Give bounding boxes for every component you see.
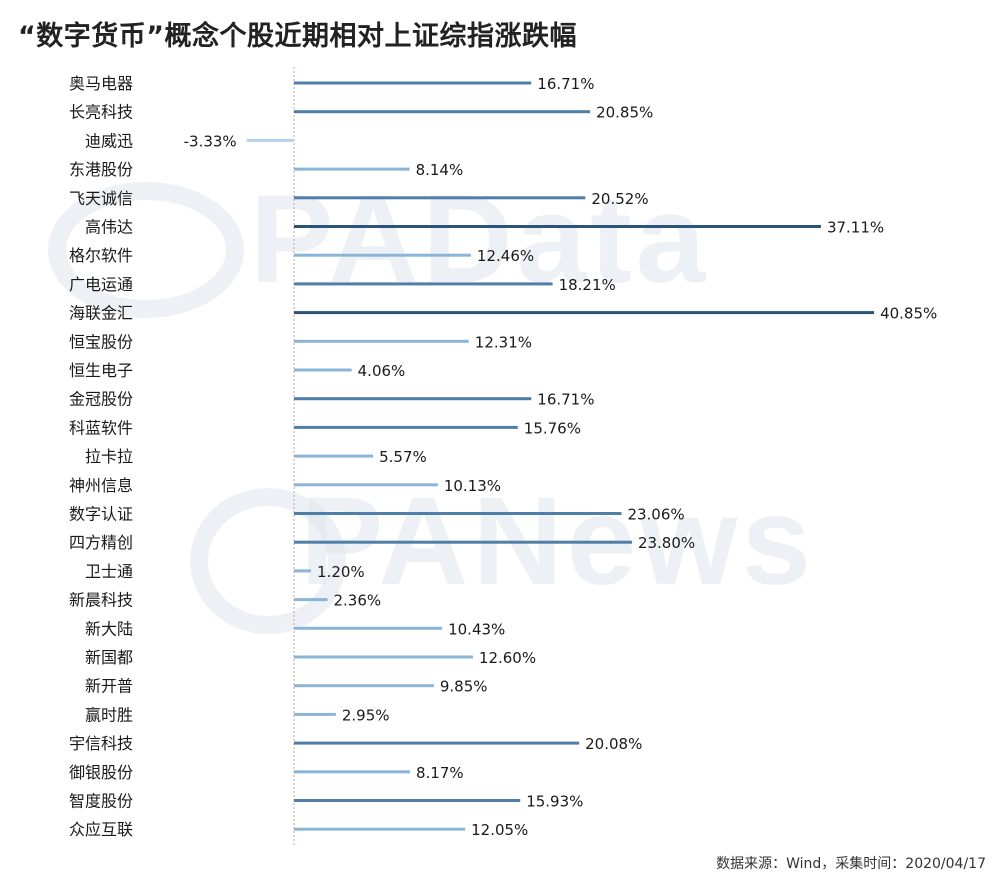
category-label: 恒宝股份 <box>69 332 133 351</box>
value-label: 10.13% <box>444 477 501 495</box>
bar-21 <box>294 684 434 688</box>
category-label: 新国都 <box>85 648 133 667</box>
category-label: 飞天诚信 <box>69 189 133 208</box>
bar-7 <box>294 282 553 286</box>
category-label: 新开普 <box>85 677 133 696</box>
bar-26 <box>294 827 466 831</box>
value-label: 40.85% <box>880 305 937 323</box>
category-label: 东港股份 <box>69 160 133 179</box>
bar-9 <box>294 339 469 343</box>
category-label: 长亮科技 <box>69 103 133 122</box>
category-label: 智度股份 <box>69 792 133 811</box>
category-label: 宇信科技 <box>69 734 133 753</box>
value-label: 18.21% <box>559 276 616 294</box>
value-label: 12.31% <box>475 333 532 351</box>
value-label: 12.60% <box>479 649 536 667</box>
bar-24 <box>294 770 411 774</box>
bar-15 <box>294 512 622 515</box>
value-label: 16.71% <box>537 391 594 409</box>
value-label: 8.14% <box>416 161 464 179</box>
bar-4 <box>294 196 586 200</box>
category-label: 御银股份 <box>69 763 133 782</box>
data-source-note: 数据来源：Wind，采集时间：2020/04/17 <box>716 856 986 872</box>
value-label: 23.80% <box>638 534 695 552</box>
value-label: 5.57% <box>379 448 427 466</box>
category-label: 海联金汇 <box>69 304 133 323</box>
category-label: 众应互联 <box>69 820 133 839</box>
category-label: 格尔软件 <box>69 246 133 265</box>
value-label: 15.76% <box>524 419 581 437</box>
bar-16 <box>294 540 632 544</box>
value-label: 15.93% <box>526 793 583 811</box>
value-label: 2.36% <box>334 592 382 610</box>
category-label: 赢时胜 <box>85 705 133 724</box>
bar-8 <box>294 311 875 315</box>
category-label: 新大陆 <box>85 619 133 638</box>
category-label: 恒生电子 <box>69 361 133 380</box>
category-label: 金冠股份 <box>69 390 133 409</box>
value-label: 9.85% <box>440 678 488 696</box>
category-label: 数字认证 <box>69 505 133 524</box>
value-label: 20.08% <box>585 735 642 753</box>
bar-0 <box>294 81 532 85</box>
value-label: 2.95% <box>342 706 390 724</box>
category-label: 拉卡拉 <box>85 447 133 466</box>
bar-19 <box>294 626 443 630</box>
category-label: 科蓝软件 <box>69 418 133 437</box>
bar-12 <box>294 425 518 429</box>
value-label: 10.43% <box>448 620 505 638</box>
category-label: 迪威迅 <box>85 131 133 150</box>
bar-3 <box>294 167 410 171</box>
bar-1 <box>294 110 591 114</box>
chart-title: “数字货币”概念个股近期相对上证综指涨跌幅 <box>18 21 577 52</box>
bar-11 <box>294 397 532 401</box>
bar-10 <box>294 368 352 372</box>
category-label: 广电运通 <box>69 275 133 294</box>
value-label: 37.11% <box>827 219 884 237</box>
category-label: 神州信息 <box>69 476 133 495</box>
category-label: 奥马电器 <box>69 74 133 93</box>
value-label: 1.20% <box>317 563 365 581</box>
value-label: 12.05% <box>471 821 528 839</box>
bar-2 <box>246 138 294 142</box>
category-label: 高伟达 <box>85 218 133 237</box>
value-label: 20.52% <box>591 190 648 208</box>
bar-13 <box>294 454 374 458</box>
value-label: 8.17% <box>416 764 464 782</box>
value-label: 4.06% <box>358 362 406 380</box>
value-label: 20.85% <box>596 104 653 122</box>
bar-17 <box>294 569 312 573</box>
value-label: -3.33% <box>184 132 237 150</box>
bar-18 <box>294 598 328 602</box>
value-label: 16.71% <box>537 75 594 93</box>
bar-14 <box>294 483 438 487</box>
category-label: 四方精创 <box>69 533 133 552</box>
bar-20 <box>294 655 473 659</box>
value-label: 12.46% <box>477 247 534 265</box>
bar-23 <box>294 741 580 745</box>
category-label: 卫士通 <box>85 562 133 581</box>
bar-5 <box>294 225 821 228</box>
bar-6 <box>294 253 471 257</box>
bar-22 <box>294 712 336 716</box>
category-label: 新晨科技 <box>69 591 133 610</box>
value-label: 23.06% <box>627 506 684 524</box>
bar-25 <box>294 799 521 802</box>
